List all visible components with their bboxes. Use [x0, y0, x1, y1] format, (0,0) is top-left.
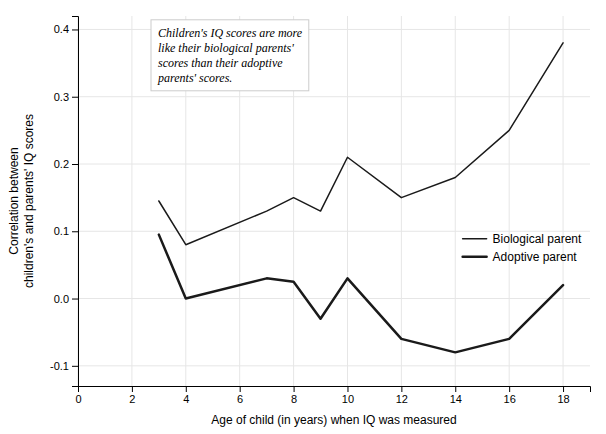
y-tick: 0.0: [54, 293, 78, 305]
x-tick-label: 10: [342, 393, 354, 405]
grid: [78, 16, 590, 386]
y-tick: 0.1: [54, 225, 78, 237]
y-tick-label: -0.1: [50, 360, 69, 372]
y-tick-mark: [72, 97, 78, 98]
x-tick-mark: [563, 386, 564, 392]
legend-label: Adoptive parent: [493, 250, 578, 264]
grid-line-y: [78, 96, 590, 97]
plot-area: 0 2 4 6 8 10 12 14 16 18 -0.1 0.0 0.1 0.2 0.3 0.4: [50, 16, 590, 405]
x-tick-label: 6: [237, 393, 243, 405]
x-tick: 10: [342, 386, 354, 405]
y-tick: -0.1: [50, 360, 78, 372]
y-axis-label-line: children's and parents' IQ scores: [22, 114, 36, 288]
x-tick-label: 8: [291, 393, 297, 405]
x-tick-label: 0: [75, 393, 81, 405]
y-axis: -0.1 0.0 0.1 0.2 0.3 0.4: [50, 17, 78, 387]
legend-swatch: [463, 255, 487, 258]
x-tick-mark: [347, 386, 348, 392]
grid-line-x: [131, 16, 132, 386]
y-tick: 0.4: [54, 23, 78, 35]
grid-line-x: [401, 16, 402, 386]
x-tick-label: 4: [183, 393, 189, 405]
legend: Biological parent Adoptive parent: [463, 232, 582, 264]
y-tick-mark: [72, 299, 78, 300]
y-axis-label: Correlation betweenchildren's and parent…: [7, 114, 36, 288]
y-tick-mark: [72, 164, 78, 165]
x-tick: 6: [237, 386, 243, 405]
x-tick-mark: [509, 386, 510, 392]
y-tick-label: 0.1: [54, 225, 69, 237]
x-tick-mark: [455, 386, 456, 392]
grid-line-y: [78, 365, 590, 366]
grid-line-x: [347, 16, 348, 386]
chart-svg: 0 2 4 6 8 10 12 14 16 18 -0.1 0.0 0.1 0.2 0.3 0.4 Age of…: [0, 0, 606, 434]
annotation: Children's IQ scores are morelike their …: [151, 20, 309, 91]
x-tick-mark: [294, 386, 295, 392]
y-tick-label: 0.4: [54, 23, 69, 35]
x-tick-label: 2: [129, 393, 135, 405]
y-tick: 0.2: [54, 158, 78, 170]
x-tick-label: 12: [396, 393, 408, 405]
x-tick-label: 14: [450, 393, 462, 405]
x-tick: 2: [129, 386, 135, 405]
x-axis-line: [79, 387, 591, 393]
x-tick: 18: [557, 386, 569, 405]
y-tick-mark: [72, 29, 78, 30]
annotation-line: like their biological parents': [158, 41, 294, 55]
chart-container: 0 2 4 6 8 10 12 14 16 18 -0.1 0.0 0.1 0.2 0.3 0.4 Age of…: [0, 0, 606, 434]
x-tick: 0: [75, 386, 81, 405]
x-axis: 0 2 4 6 8 10 12 14 16 18: [75, 386, 590, 405]
x-tick-mark: [240, 386, 241, 392]
grid-line-y: [78, 164, 590, 165]
x-tick: 16: [504, 386, 516, 405]
x-tick: 12: [396, 386, 408, 405]
grid-line-x: [563, 16, 564, 386]
x-tick-mark: [401, 386, 402, 392]
y-tick-label: 0.2: [54, 158, 69, 170]
y-tick-mark: [72, 366, 78, 367]
grid-line-x: [455, 16, 456, 386]
annotation-line: scores than their adoptive: [158, 56, 283, 70]
annotation-line: Children's IQ scores are more: [158, 26, 303, 40]
annotation-box: [151, 20, 309, 91]
annotation-text: Children's IQ scores are morelike their …: [157, 26, 303, 85]
legend-item: Adoptive parent: [463, 250, 578, 264]
legend-label: Biological parent: [493, 232, 582, 246]
y-tick: 0.3: [54, 91, 78, 103]
x-axis-label: Age of child (in years) when IQ was meas…: [211, 413, 456, 427]
x-tick-mark: [186, 386, 187, 392]
x-tick: 4: [183, 386, 189, 405]
y-tick-mark: [72, 231, 78, 232]
legend-swatch: [463, 238, 487, 240]
y-tick-label: 0.0: [54, 293, 69, 305]
y-tick-label: 0.3: [54, 91, 69, 103]
x-tick: 14: [450, 386, 462, 405]
legend-item: Biological parent: [463, 232, 582, 246]
x-tick-mark: [132, 386, 133, 392]
x-tick: 8: [291, 386, 297, 405]
grid-line-x: [509, 16, 510, 386]
y-axis-label-line: Correlation between: [7, 147, 21, 254]
x-tick-label: 16: [504, 393, 516, 405]
annotation-line: parents' scores.: [157, 71, 232, 85]
y-axis-line: [72, 17, 79, 387]
x-tick-label: 18: [557, 393, 569, 405]
